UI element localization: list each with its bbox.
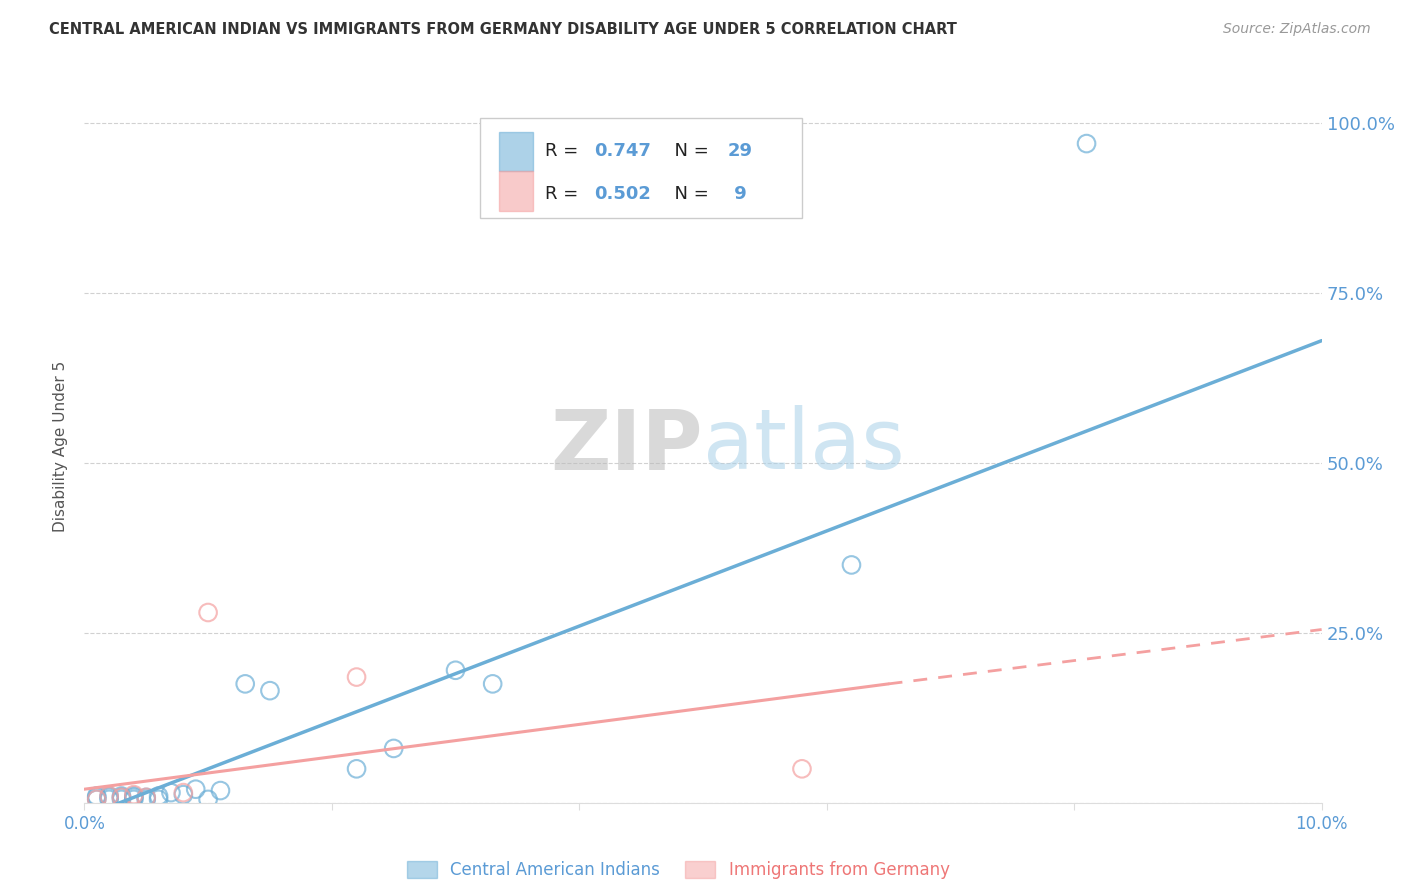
- Point: [98, 789, 121, 803]
- Y-axis label: Disability Age Under 5: Disability Age Under 5: [53, 360, 69, 532]
- Point: [1076, 136, 1098, 151]
- Point: [382, 741, 405, 756]
- Text: ZIP: ZIP: [551, 406, 703, 486]
- Point: [122, 788, 145, 802]
- Point: [444, 663, 467, 677]
- Point: [122, 792, 145, 806]
- Text: 9: 9: [728, 186, 747, 203]
- Point: [86, 790, 108, 805]
- Point: [172, 786, 194, 800]
- Point: [841, 558, 863, 572]
- Point: [148, 789, 170, 803]
- Text: CENTRAL AMERICAN INDIAN VS IMMIGRANTS FROM GERMANY DISABILITY AGE UNDER 5 CORREL: CENTRAL AMERICAN INDIAN VS IMMIGRANTS FR…: [49, 22, 957, 37]
- Point: [86, 789, 108, 803]
- Point: [135, 792, 157, 806]
- Legend: Central American Indians, Immigrants from Germany: Central American Indians, Immigrants fro…: [399, 853, 957, 888]
- Point: [110, 790, 132, 805]
- Text: N =: N =: [664, 186, 714, 203]
- Point: [346, 762, 368, 776]
- Text: Source: ZipAtlas.com: Source: ZipAtlas.com: [1223, 22, 1371, 37]
- Point: [86, 792, 108, 806]
- Point: [209, 783, 232, 797]
- Point: [122, 789, 145, 803]
- Point: [135, 790, 157, 805]
- Point: [172, 788, 194, 802]
- Point: [148, 792, 170, 806]
- Point: [233, 677, 256, 691]
- Text: 0.502: 0.502: [595, 186, 651, 203]
- Point: [197, 792, 219, 806]
- Text: 0.747: 0.747: [595, 143, 651, 161]
- Point: [98, 792, 121, 806]
- Text: 29: 29: [728, 143, 752, 161]
- Text: N =: N =: [664, 143, 714, 161]
- Point: [98, 789, 121, 803]
- Point: [110, 789, 132, 803]
- Point: [110, 792, 132, 806]
- Point: [86, 792, 108, 806]
- Text: R =: R =: [544, 186, 583, 203]
- Text: atlas: atlas: [703, 406, 904, 486]
- Point: [197, 606, 219, 620]
- FancyBboxPatch shape: [499, 132, 533, 171]
- Point: [481, 677, 503, 691]
- Text: R =: R =: [544, 143, 583, 161]
- Point: [790, 762, 813, 776]
- Point: [122, 790, 145, 805]
- Point: [160, 786, 183, 800]
- Point: [98, 790, 121, 805]
- FancyBboxPatch shape: [499, 171, 533, 211]
- Point: [259, 683, 281, 698]
- FancyBboxPatch shape: [481, 118, 801, 218]
- Point: [135, 790, 157, 805]
- Point: [346, 670, 368, 684]
- Point: [184, 782, 207, 797]
- Point: [110, 790, 132, 805]
